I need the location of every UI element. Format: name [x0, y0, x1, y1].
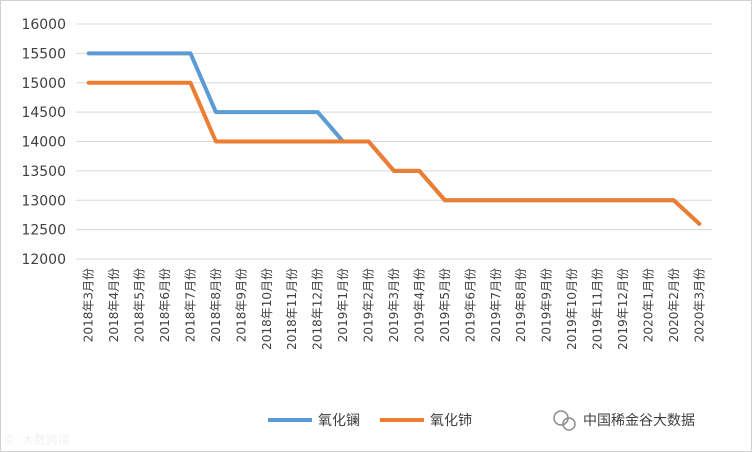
y-tick-label: 15500	[21, 46, 66, 62]
x-axis-ticks: 2018年3月份 2018年4月份 2018年5月份 2018年6月份 2018年7月份…	[82, 268, 707, 350]
x-tick-label: 2019年1月份	[336, 268, 350, 342]
x-tick-label: 2018年9月份	[234, 268, 248, 342]
series-lines	[86, 51, 702, 226]
x-tick-label: 2018年6月份	[158, 268, 172, 342]
corner-logo-icon: ©	[4, 433, 16, 447]
x-tick-label: 2020年2月份	[667, 268, 681, 342]
x-tick-label: 2018年5月份	[133, 268, 147, 342]
x-tick-label: 2019年3月份	[387, 268, 401, 342]
y-tick-label: 13000	[21, 193, 66, 209]
x-tick-label: 2020年3月份	[692, 268, 706, 342]
x-tick-label: 2019年8月份	[514, 268, 528, 342]
x-tick-label: 2019年6月份	[463, 268, 477, 342]
x-tick-label: 2018年10月份	[260, 268, 274, 350]
x-tick-label: 2019年2月份	[362, 268, 376, 342]
x-tick-label: 2018年4月份	[107, 268, 121, 342]
corner-watermark-text: 大数跨境	[22, 432, 70, 447]
series-line-2	[86, 80, 702, 226]
y-tick-label: 12000	[21, 252, 66, 268]
y-axis-ticks: 12000 12500 13000 13500 14000 14500 15000 15500…	[21, 17, 66, 268]
x-tick-label: 2018年12月份	[311, 268, 325, 350]
x-tick-label: 2019年7月份	[489, 268, 503, 342]
y-tick-label: 15000	[21, 76, 66, 92]
source-label: 中国稀金谷大数据	[583, 413, 695, 429]
wechat-icon	[553, 410, 576, 431]
x-tick-label: 2019年4月份	[412, 268, 426, 342]
x-tick-label: 2018年7月份	[183, 268, 197, 342]
source-watermark: 中国稀金谷大数据	[553, 410, 695, 431]
x-tick-label: 2019年9月份	[540, 268, 554, 342]
x-tick-label: 2018年3月份	[82, 268, 96, 342]
legend-label-series-2: 氧化铈	[430, 412, 472, 429]
x-tick-label: 2019年10月份	[565, 268, 579, 350]
x-tick-label: 2019年11月份	[591, 268, 605, 350]
y-tick-label: 12500	[21, 223, 66, 239]
x-tick-label: 2019年5月份	[438, 268, 452, 342]
x-tick-label: 2018年8月份	[209, 268, 223, 342]
corner-watermark: © 大数跨境	[4, 432, 70, 447]
legend-label-series-1: 氧化镧	[318, 413, 360, 429]
x-tick-label: 2019年12月份	[616, 268, 630, 350]
x-tick-label: 2020年1月份	[641, 268, 655, 342]
y-tick-label: 13500	[21, 164, 66, 180]
y-tick-label: 14000	[21, 135, 66, 151]
x-tick-label: 2018年11月份	[285, 268, 299, 350]
legend: 氧化镧 氧化铈	[268, 412, 472, 429]
y-tick-label: 16000	[21, 17, 66, 33]
y-tick-label: 14500	[21, 105, 66, 121]
